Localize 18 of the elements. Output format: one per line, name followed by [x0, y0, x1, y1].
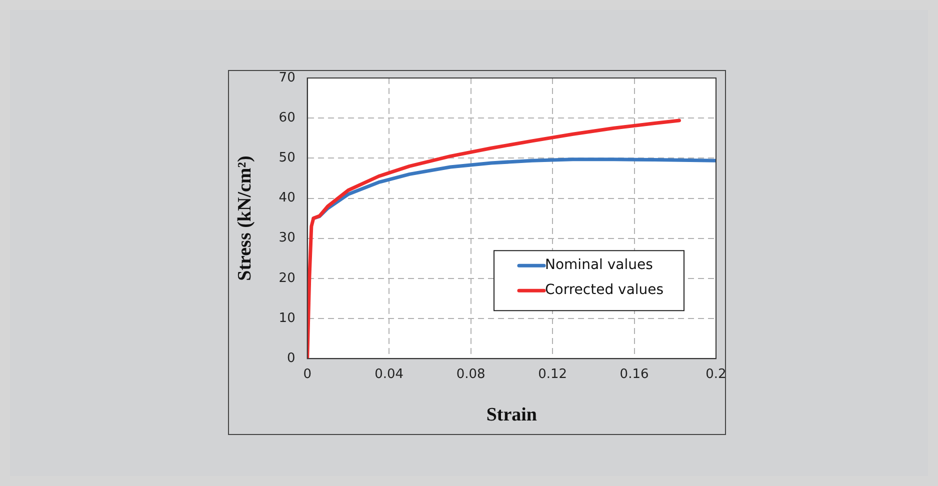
x-tick-label: 0.2	[706, 366, 726, 382]
legend-label: Nominal values	[545, 257, 653, 274]
x-tick-label: 0.08	[456, 366, 486, 382]
x-tick-label: 0.12	[538, 366, 568, 382]
x-axis-title: Strain	[486, 404, 538, 426]
y-tick-label: 50	[278, 150, 296, 166]
y-tick-label: 30	[278, 230, 296, 246]
y-tick-label: 40	[278, 190, 296, 206]
x-tick-label: 0.16	[620, 366, 649, 382]
y-tick-label: 10	[278, 310, 296, 326]
y-tick-label: 60	[278, 110, 296, 126]
y-tick-label: 20	[278, 270, 296, 286]
legend-label: Corrected values	[545, 282, 664, 298]
y-tick-label: 70	[278, 70, 296, 86]
x-tick-label: 0.04	[374, 366, 404, 382]
y-axis-title: Stress (kN/cm²)	[234, 156, 256, 281]
x-tick-label: 0	[303, 366, 312, 382]
y-tick-label: 0	[287, 350, 296, 366]
